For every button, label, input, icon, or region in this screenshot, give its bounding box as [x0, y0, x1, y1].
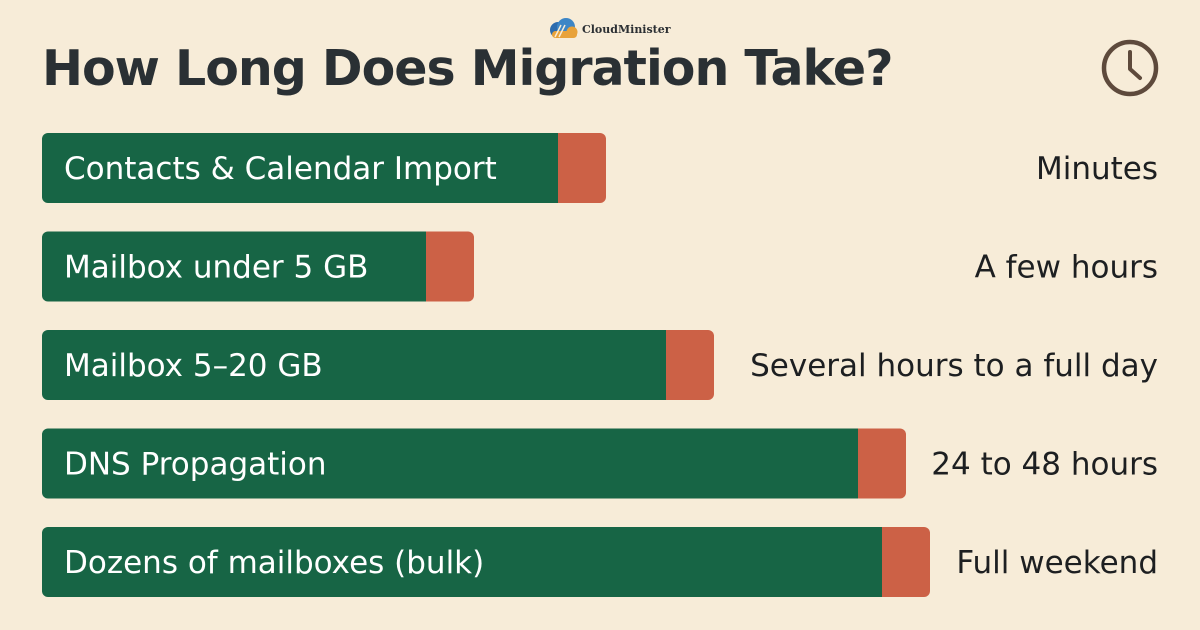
bar-label: Mailbox 5–20 GB — [64, 348, 323, 384]
bar-row: DNS Propagation 24 to 48 hours — [42, 428, 1158, 499]
duration-label: Minutes — [1036, 151, 1158, 187]
bar — [42, 330, 664, 400]
bar-joint — [548, 133, 558, 203]
clock-icon — [1101, 39, 1159, 97]
bar-row: Mailbox 5–20 GB Several hours to a full d… — [42, 330, 1158, 400]
bar-label: Dozens of mailboxes (bulk) — [64, 545, 484, 581]
bar — [42, 527, 880, 597]
duration-label: A few hours — [975, 250, 1158, 286]
bar-joint — [848, 428, 858, 499]
bar-row: Mailbox under 5 GB A few hours — [42, 231, 1158, 302]
bar-label: Contacts & Calendar Import — [64, 151, 497, 187]
brand-name: CloudMinister — [582, 22, 671, 36]
bar — [42, 231, 424, 302]
bar-row: Contacts & Calendar Import Minutes — [42, 133, 1158, 203]
bar-joint — [656, 330, 666, 400]
bar-joint — [416, 231, 426, 302]
bar-label: Mailbox under 5 GB — [64, 250, 368, 286]
bar-cap — [658, 330, 714, 400]
bar-joint — [872, 527, 882, 597]
bar-cap — [418, 231, 474, 302]
bar — [42, 428, 856, 499]
bar-row: Dozens of mailboxes (bulk) Full weekend — [42, 527, 1158, 597]
bar — [42, 133, 556, 203]
bar-cap — [850, 428, 906, 499]
chart-title: How Long Does Migration Take? — [42, 40, 893, 97]
bar-cap — [874, 527, 930, 597]
bar-label: DNS Propagation — [64, 447, 327, 483]
duration-label: Full weekend — [956, 545, 1158, 581]
bar-cap — [550, 133, 606, 203]
cloud-logo-icon — [550, 18, 578, 38]
duration-label: 24 to 48 hours — [931, 447, 1158, 483]
brand-logo: CloudMinister — [546, 16, 671, 42]
duration-label: Several hours to a full day — [750, 348, 1158, 384]
